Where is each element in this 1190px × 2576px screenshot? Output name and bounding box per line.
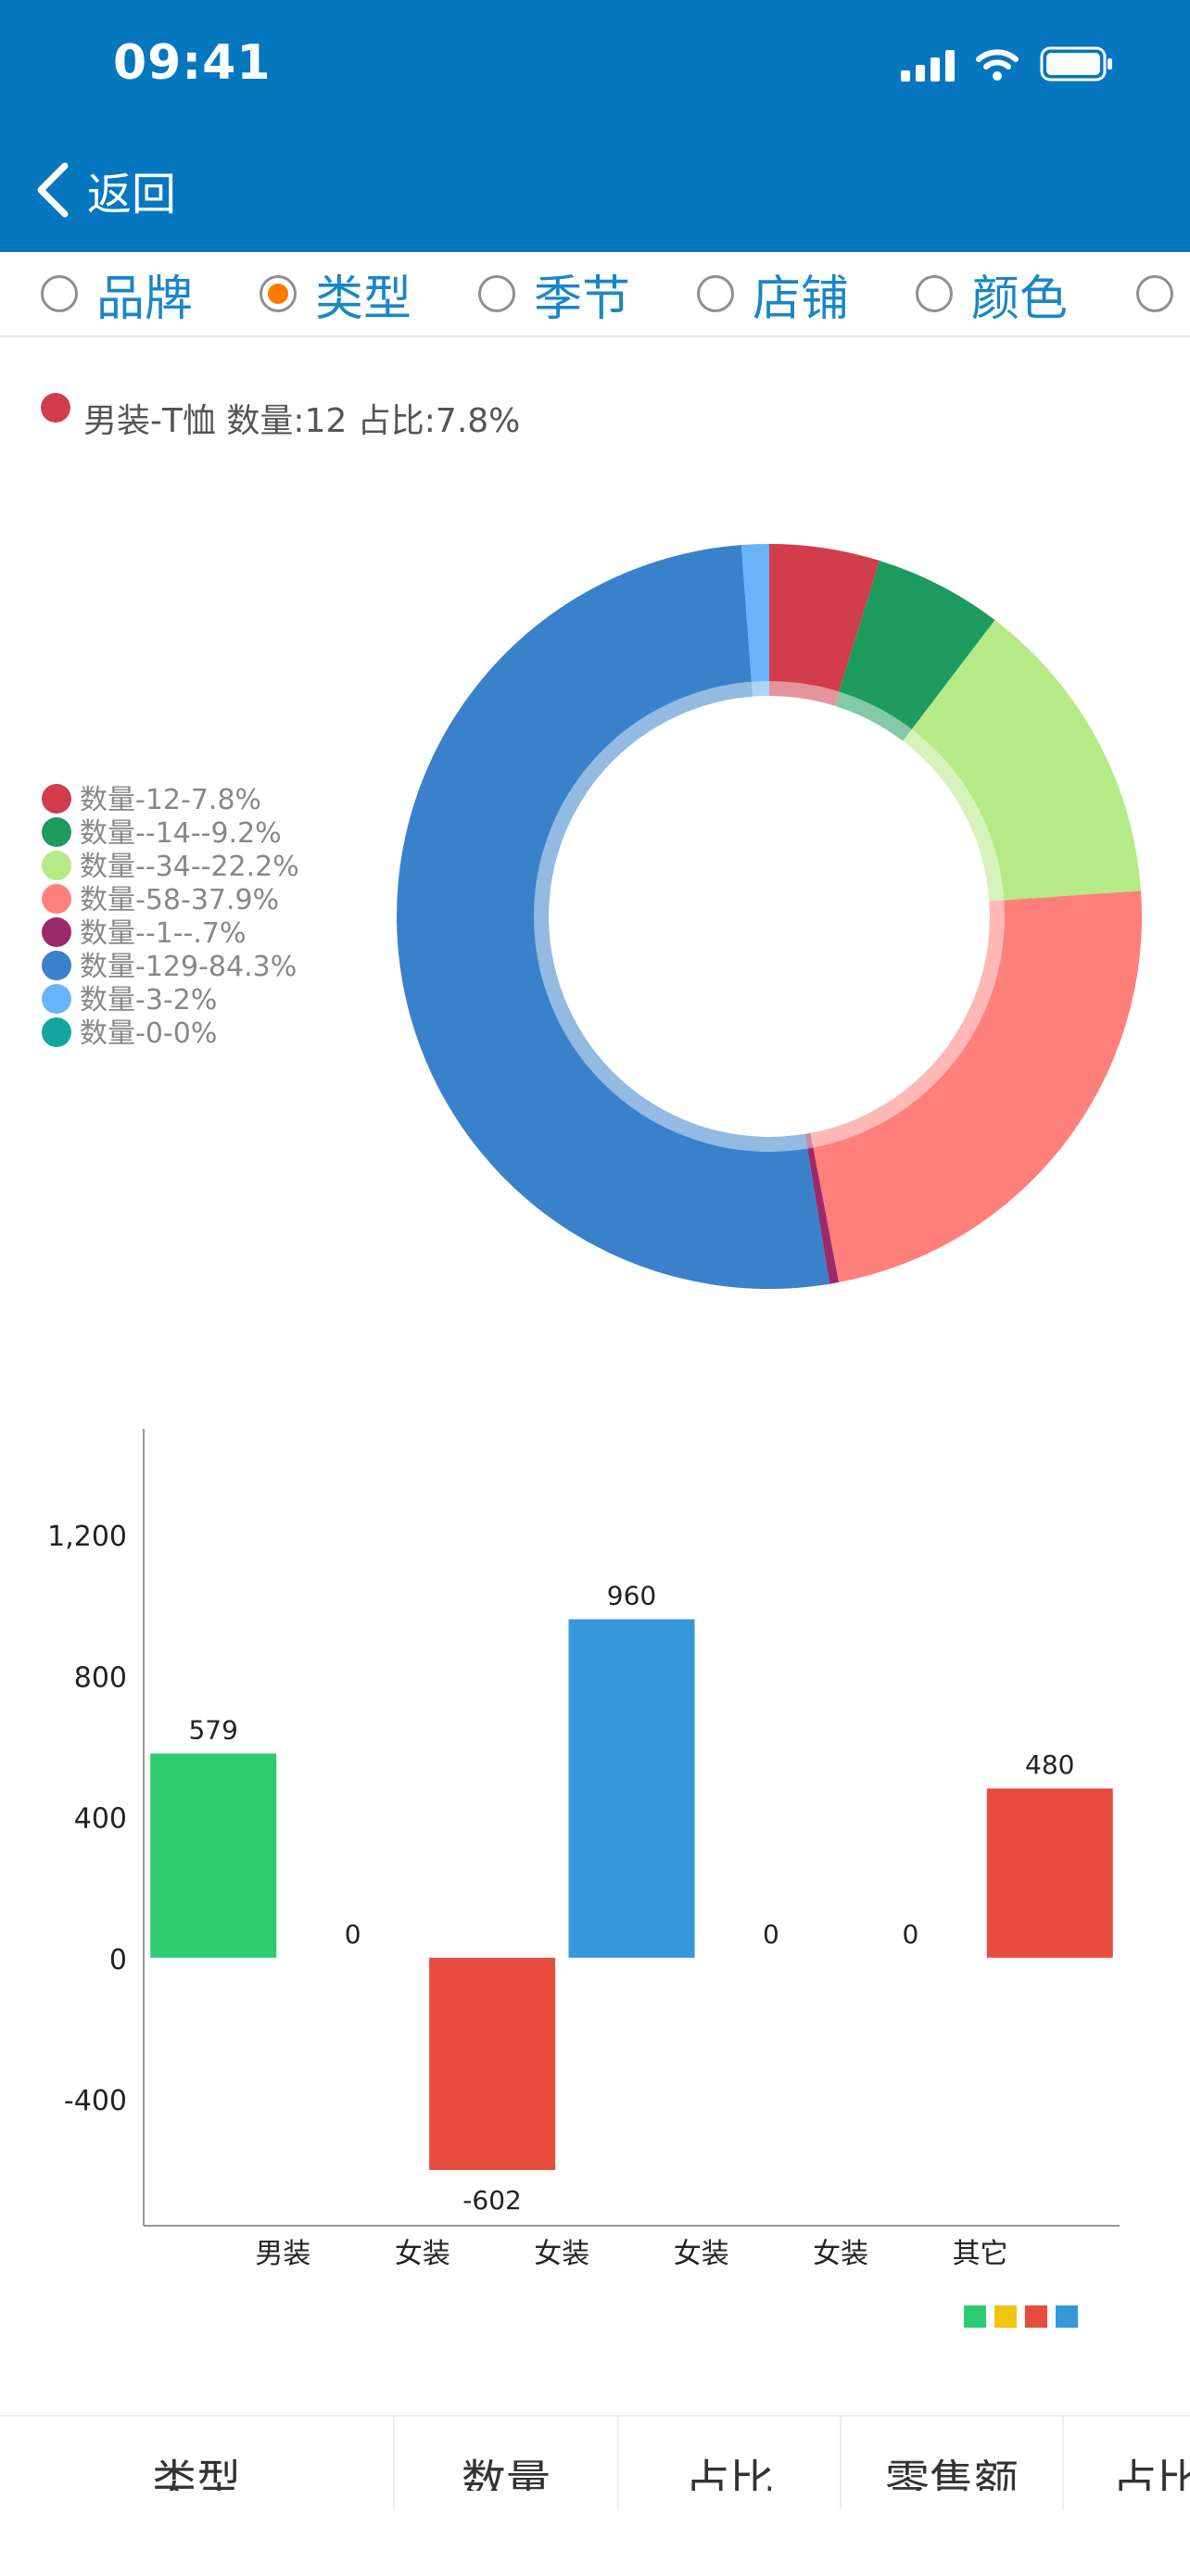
- legend-label: 数量-58-37.9%: [80, 884, 279, 916]
- x-tick-label: 女装: [674, 2238, 729, 2270]
- legend-marker: [42, 1017, 71, 1047]
- legend-marker: [42, 851, 71, 880]
- tab-label: 颜色: [971, 271, 1069, 327]
- y-tick-label: 800: [74, 1661, 127, 1694]
- radio-icon: [1136, 275, 1173, 312]
- radio-icon: [41, 275, 78, 312]
- donut-hole: [550, 697, 989, 1136]
- radio-selected-icon: [260, 275, 297, 312]
- x-tick-label: 女装: [395, 2238, 450, 2270]
- bar-value-label: 0: [345, 1919, 361, 1950]
- chevron-left-icon: [37, 162, 69, 218]
- legend-marker: [42, 817, 71, 847]
- tab-brand[interactable]: 品牌: [41, 252, 193, 335]
- column-divider: [617, 2417, 619, 2509]
- y-tick-label: -400: [64, 2085, 127, 2117]
- column-divider: [840, 2417, 842, 2509]
- legend-marker: [42, 951, 71, 980]
- bar-value-label: 0: [763, 1919, 779, 1950]
- table-header-retail-ratio[interactable]: 占比: [1111, 2456, 1190, 2491]
- pie-slice: [741, 544, 769, 697]
- status-time: 09:41: [113, 35, 272, 91]
- pie-slice: [903, 620, 1142, 902]
- cellular-signal-icon: [901, 48, 955, 82]
- table-header-quantity[interactable]: 数量: [461, 2456, 551, 2491]
- pie-slice: [769, 544, 880, 706]
- pie-slice: [810, 890, 1142, 1282]
- radio-icon: [478, 275, 515, 312]
- back-button[interactable]: 返回: [33, 158, 176, 222]
- legend-label: 数量--1--.7%: [80, 917, 247, 950]
- tab-type[interactable]: 类型: [260, 252, 411, 335]
- wifi-icon: [976, 49, 1019, 81]
- header-bar: 09:41 返回: [0, 0, 1190, 252]
- bar-value-label: 0: [902, 1919, 918, 1950]
- table-header-type[interactable]: 类型: [151, 2456, 241, 2491]
- x-tick-label: 其它: [953, 2238, 1008, 2270]
- legend-marker: [42, 884, 71, 914]
- tab-store[interactable]: 店铺: [697, 252, 849, 335]
- legend-label: 数量--34--22.2%: [80, 851, 299, 883]
- charts-area: 男装-T恤 数量:12 占比:7.8% 数量-12-7.8% 数量--14--9.2…: [0, 335, 1190, 2415]
- bar-value-label: 480: [1025, 1749, 1074, 1780]
- table-header-retail-amount[interactable]: 零售额: [884, 2456, 1019, 2491]
- pie-slice: [396, 545, 830, 1289]
- legend-swatch: [1056, 2305, 1078, 2328]
- legend-label: 数量-0-0%: [80, 1017, 217, 1050]
- bar: [568, 1619, 695, 1958]
- bar-value-label: -602: [462, 2185, 522, 2216]
- legend-swatch: [994, 2305, 1017, 2328]
- bar: [429, 1957, 556, 2170]
- legend-marker: [42, 917, 71, 947]
- selection-label: 男装-T恤 数量:12 占比:7.8%: [83, 402, 520, 440]
- bar: [986, 1788, 1113, 1958]
- column-divider: [1062, 2417, 1064, 2509]
- legend-label: 数量-3-2%: [80, 984, 217, 1017]
- x-tick-label: 男装: [255, 2238, 310, 2270]
- x-tick-label: 女装: [534, 2238, 589, 2270]
- tab-color[interactable]: 颜色: [916, 252, 1068, 335]
- selection-marker-dot: [41, 393, 70, 423]
- pie-slice: [834, 561, 995, 741]
- tab-season[interactable]: 季节: [478, 252, 630, 335]
- legend-marker: [42, 784, 71, 814]
- pie-slice: [804, 1132, 840, 1284]
- status-icons: [901, 46, 1114, 82]
- tab-label: 店铺: [753, 271, 850, 327]
- y-tick-label: 0: [109, 1944, 127, 1976]
- tab-more[interactable]: [1136, 252, 1190, 335]
- legend-swatch: [964, 2305, 986, 2328]
- tab-label: 季节: [534, 271, 631, 327]
- charts-svg: 男装-T恤 数量:12 占比:7.8% 数量-12-7.8%数量--14--9.2…: [41, 393, 1142, 2328]
- tab-label: 类型: [315, 271, 412, 327]
- legend-label: 数量-12-7.8%: [80, 784, 261, 816]
- legend-label: 数量--14--9.2%: [80, 817, 282, 850]
- legend-label: 数量-129-84.3%: [80, 951, 297, 983]
- radio-icon: [697, 275, 734, 312]
- bar-value-label: 960: [607, 1580, 656, 1610]
- donut-inner-ring: [534, 681, 1005, 1152]
- x-tick-label: 女装: [813, 2238, 868, 2270]
- table-header: 类型 数量 占比 零售额 占比: [0, 2415, 1190, 2576]
- legend-swatch: [1025, 2305, 1047, 2328]
- radio-dot: [268, 284, 288, 304]
- table-header-ratio[interactable]: 占比: [684, 2456, 774, 2491]
- y-tick-label: 1,200: [47, 1521, 127, 1553]
- y-tick-label: 400: [74, 1803, 127, 1836]
- radio-icon: [916, 275, 953, 312]
- column-divider: [393, 2417, 395, 2509]
- tab-label: 品牌: [96, 271, 194, 327]
- back-label: 返回: [87, 169, 177, 221]
- battery-icon: [1040, 46, 1112, 82]
- legend-marker: [42, 984, 71, 1014]
- bar-value-label: 579: [188, 1714, 237, 1745]
- bar: [150, 1753, 277, 1958]
- dimension-tabs: 品牌 类型 季节 店铺 颜色: [0, 252, 1190, 337]
